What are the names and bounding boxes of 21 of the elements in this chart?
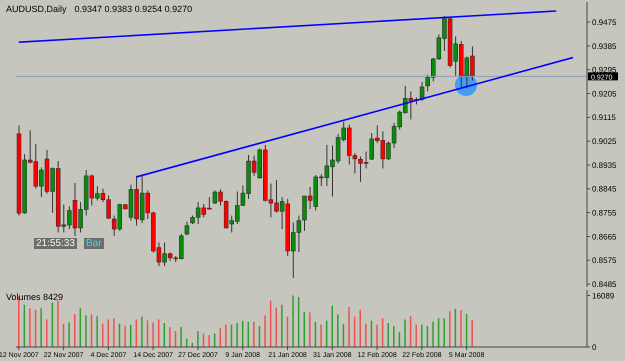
candlestick — [184, 221, 190, 236]
y-tick-label: 0.9475 — [592, 18, 618, 27]
y-tick-label: 0.8665 — [592, 232, 618, 242]
y-tick-label: 0.9385 — [592, 42, 618, 51]
y-tick-label: 0.9205 — [592, 89, 618, 98]
candlestick — [420, 81, 424, 102]
chart-subtitle: 0.9347 0.9383 0.9254 0.9270 — [74, 4, 192, 14]
annotation: Bar — [84, 238, 104, 249]
y-tick-label: 0 — [592, 342, 597, 352]
y-tick-label: 0.8575 — [592, 256, 618, 266]
y-tick-label: 16089 — [592, 291, 615, 300]
chart-title: Volumes 8429 — [6, 292, 64, 302]
y-tick-label: 0.8485 — [592, 280, 618, 289]
annotation: 21:55:33 — [34, 238, 77, 249]
y-tick-label: 0.8845 — [592, 184, 618, 194]
chart-title: AUDUSD,Daily — [6, 4, 67, 14]
y-tick-label: 0.8755 — [592, 208, 618, 218]
y-tick-label: 0.9025 — [592, 137, 618, 146]
y-tick-label: 0.9115 — [592, 113, 616, 122]
y-tick-label: 0.8935 — [592, 160, 618, 170]
y-tick-label: 0.9295 — [592, 66, 618, 75]
